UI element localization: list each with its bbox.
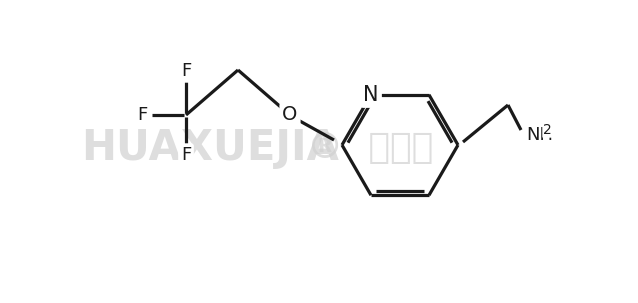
Text: F: F [137, 106, 147, 124]
Text: 2: 2 [543, 123, 552, 137]
Text: F: F [181, 62, 191, 80]
Text: HUAXUEJIA: HUAXUEJIA [81, 127, 339, 169]
Text: ®  化学加: ® 化学加 [307, 131, 433, 165]
Text: N: N [363, 85, 379, 105]
Text: NH: NH [526, 126, 553, 144]
Text: F: F [181, 146, 191, 164]
Text: O: O [282, 105, 298, 125]
